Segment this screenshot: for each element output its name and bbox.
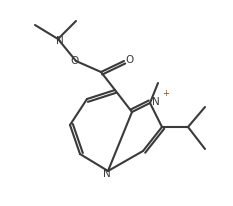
Text: N: N xyxy=(103,168,111,178)
Text: O: O xyxy=(125,55,133,65)
Text: O: O xyxy=(70,56,78,66)
Text: N: N xyxy=(56,36,64,46)
Text: N: N xyxy=(152,97,160,107)
Text: +: + xyxy=(163,89,169,98)
